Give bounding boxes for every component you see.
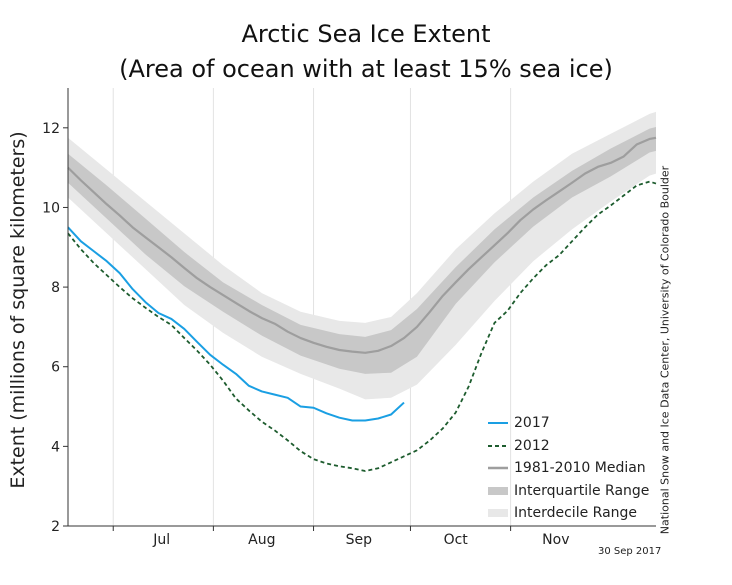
x-tick-label-aug: Aug (248, 532, 275, 548)
y-tick-label-12: 12 (42, 121, 60, 137)
legend-swatch-interquartile (488, 486, 508, 495)
legend-item-median: 1981-2010 Median (488, 457, 668, 480)
legend-item-2017: 2017 (488, 412, 668, 435)
chart-title: Arctic Sea Ice Extent (241, 20, 491, 48)
legend-swatch-2017 (488, 422, 508, 425)
legend-label-median: 1981-2010 Median (514, 460, 646, 477)
date-label: 30 Sep 2017 (598, 546, 662, 557)
legend-label-interdecile: Interdecile Range (514, 505, 638, 522)
y-tick-label-4: 4 (51, 439, 60, 455)
x-tick-label-jul: Jul (152, 532, 170, 548)
series-line-2012 (67, 180, 657, 472)
legend-label-2012: 2012 (514, 437, 550, 454)
legend: 2017 2012 1981-2010 Median Interquartile… (488, 412, 668, 525)
chart-subtitle: (Area of ocean with at least 15% sea ice… (119, 55, 613, 83)
x-tick-label-nov: Nov (542, 532, 569, 548)
x-tick-label-oct: Oct (444, 532, 469, 548)
y-tick-label-8: 8 (51, 280, 60, 296)
y-axis-label: Extent (millions of square kilometers) (7, 131, 29, 489)
series-line-2017 (67, 226, 405, 422)
legend-item-interquartile: Interquartile Range (488, 480, 668, 503)
legend-swatch-2012 (488, 444, 508, 447)
y-tick-label-6: 6 (51, 360, 60, 376)
legend-item-2012: 2012 (488, 435, 668, 458)
legend-label-interquartile: Interquartile Range (514, 482, 650, 499)
series-line-1981-2010-median (67, 136, 657, 354)
legend-swatch-median (488, 467, 508, 470)
y-tick-label-10: 10 (42, 200, 60, 216)
legend-label-2017: 2017 (514, 415, 550, 432)
y-tick-label-2: 2 (51, 519, 60, 535)
x-tick-label-sep: Sep (346, 532, 373, 548)
legend-item-interdecile: Interdecile Range (488, 502, 668, 525)
legend-swatch-interdecile (488, 509, 508, 518)
